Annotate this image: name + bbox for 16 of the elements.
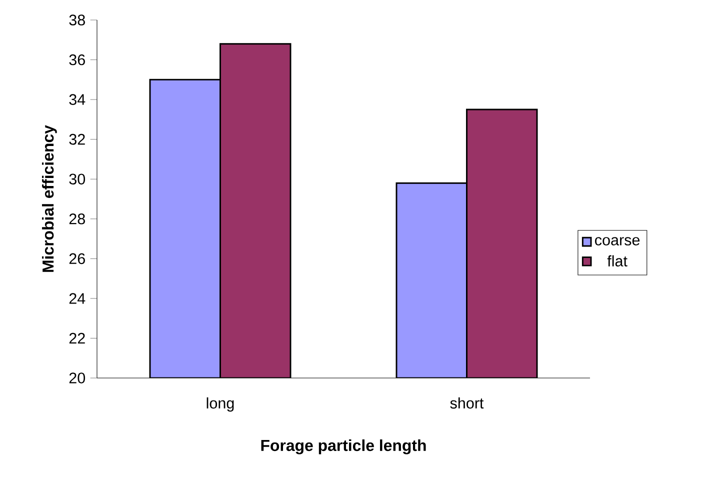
legend-label: coarse [595,237,640,246]
legend-label: flat [607,255,628,266]
y-tick-label: 38 [69,14,85,26]
y-tick-label: 22 [69,332,85,344]
x-tick-label: short [450,397,484,409]
y-tick-label: 36 [69,54,85,66]
x-tick-label: long [206,397,234,412]
y-tick-label: 30 [69,174,86,185]
x-axis-title: Forage particle length [261,439,426,454]
y-axis-title: Microbial efficiency [42,125,57,272]
y-tick-label: 26 [69,253,85,264]
y-tick-label: 28 [69,213,85,224]
y-tick-label: 20 [69,372,86,384]
y-tick-label: 34 [69,94,86,105]
y-tick-label: 32 [69,134,85,145]
y-tick-label: 24 [69,293,86,304]
